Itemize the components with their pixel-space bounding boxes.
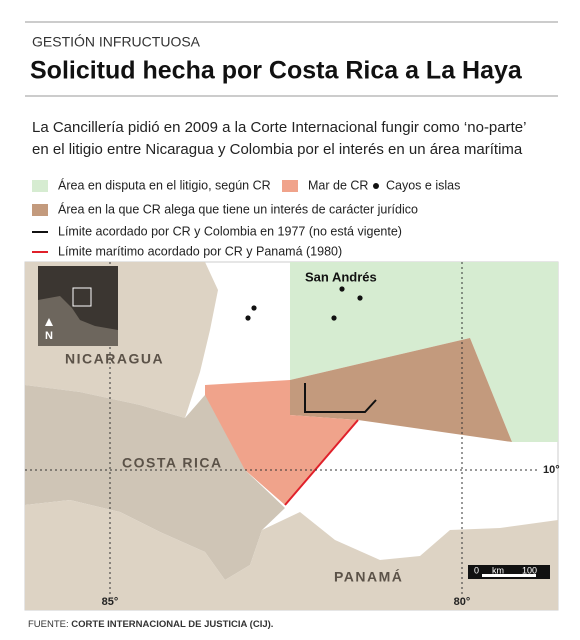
land-costa-rica [25,385,285,580]
lon-label: 85° [102,596,119,608]
scale-label: km [492,565,504,575]
source-name: CORTE INTERNACIONAL DE JUSTICIA (CIJ). [71,619,273,630]
legend-label: Área en la que CR alega que tiene un int… [58,201,418,216]
legend-swatch [373,183,379,189]
cays [245,286,363,321]
scale-label: 0 [474,565,479,575]
legend-label: Límite marítimo acordado por CR y Panamá… [58,244,342,258]
place-label: San Andrés [305,269,377,284]
place-label: PANAMÁ [334,569,403,585]
legend-label: Área en disputa en el litigio, según CR [58,177,271,192]
place-label: NICARAGUA [65,351,164,367]
legend: Área en disputa en el litigio, según CR M… [32,177,460,258]
inset-frame [72,287,92,307]
intro-line: La Cancillería pidió en 2009 a la Corte … [32,119,526,136]
inset-land [38,296,118,346]
legend-label: Límite acordado por CR y Colombia en 197… [58,224,402,238]
legend-label: Cayos e islas [386,178,460,192]
boundary-1977 [304,383,377,413]
lon-label: 80° [454,596,471,608]
scale-bar [482,574,536,577]
disputed-area [290,262,558,442]
interest-area [290,338,512,442]
source: FUENTE: CORTE INTERNACIONAL DE JUSTICIA … [28,619,273,630]
legend-swatch [32,180,48,192]
cr-sea [205,380,358,505]
legend-label: Mar de CR [308,178,368,192]
north-label: N [45,330,53,342]
map: N San Andrés NICARAGUA COSTA RICA PANAMÁ… [24,261,560,611]
lat-label: 10° [543,464,560,476]
title: Solicitud hecha por Costa Rica a La Haya [30,57,523,85]
north-arrow [45,318,53,326]
boundary-1980 [284,419,359,506]
place-label: COSTA RICA [122,455,223,471]
land-panama [25,500,558,610]
intro-line: en el litigio entre Nicaragua y Colombia… [32,141,523,158]
legend-swatch [32,204,48,216]
scale-label: 100 [522,565,537,575]
source-prefix: FUENTE: [28,619,69,630]
legend-swatch [282,180,298,192]
kicker: GESTIÓN INFRUCTUOSA [32,34,201,50]
